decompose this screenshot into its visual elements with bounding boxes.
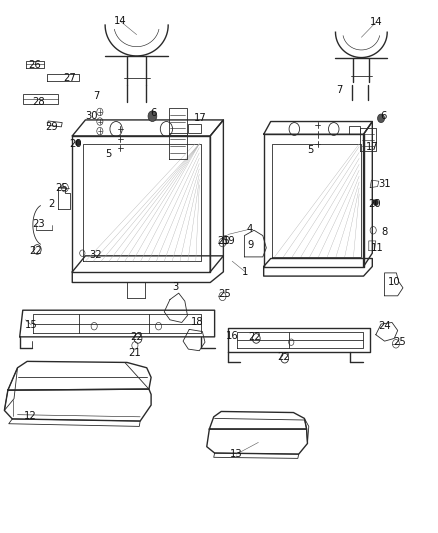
Text: 22: 22 xyxy=(130,332,143,342)
Circle shape xyxy=(148,111,157,122)
Text: 17: 17 xyxy=(366,142,379,152)
Text: 27: 27 xyxy=(63,73,76,83)
Circle shape xyxy=(75,140,81,146)
Text: 5: 5 xyxy=(307,146,313,155)
Text: 31: 31 xyxy=(378,180,391,189)
Text: 6: 6 xyxy=(150,108,156,118)
Bar xyxy=(349,126,360,134)
Text: 25: 25 xyxy=(393,337,406,347)
Text: 1: 1 xyxy=(242,267,248,277)
Text: 22: 22 xyxy=(248,332,261,342)
Text: 22: 22 xyxy=(29,246,42,255)
Circle shape xyxy=(378,114,385,123)
Text: 2: 2 xyxy=(49,199,55,208)
Text: 30: 30 xyxy=(85,111,97,121)
Text: 25: 25 xyxy=(217,236,230,246)
Text: 11: 11 xyxy=(371,244,384,253)
Text: 17: 17 xyxy=(194,114,207,123)
Text: 32: 32 xyxy=(89,250,102,260)
Text: 29: 29 xyxy=(45,122,58,132)
Text: 20: 20 xyxy=(368,199,381,208)
Text: 28: 28 xyxy=(32,98,45,107)
Text: 18: 18 xyxy=(191,317,203,327)
Text: 21: 21 xyxy=(128,348,141,358)
Text: 14: 14 xyxy=(370,18,382,27)
Text: 24: 24 xyxy=(378,321,391,331)
Text: 5: 5 xyxy=(106,149,112,158)
Text: 7: 7 xyxy=(336,85,343,94)
Bar xyxy=(188,124,201,133)
Text: 4: 4 xyxy=(247,224,253,234)
Text: 25: 25 xyxy=(55,183,68,192)
Text: 26: 26 xyxy=(28,60,41,70)
Text: 6: 6 xyxy=(380,111,386,121)
Text: 22: 22 xyxy=(277,352,290,362)
Text: 14: 14 xyxy=(114,17,127,26)
Text: 23: 23 xyxy=(32,219,45,229)
Text: 25: 25 xyxy=(218,289,231,299)
Text: 16: 16 xyxy=(226,331,239,341)
Text: 20: 20 xyxy=(69,139,81,149)
Text: 19: 19 xyxy=(223,236,236,246)
Text: 10: 10 xyxy=(388,278,400,287)
Circle shape xyxy=(373,199,378,206)
Text: 8: 8 xyxy=(381,228,388,237)
Text: 15: 15 xyxy=(25,320,38,330)
Bar xyxy=(23,94,58,104)
Text: 7: 7 xyxy=(93,91,99,101)
Text: 3: 3 xyxy=(172,282,178,292)
Text: 13: 13 xyxy=(230,449,243,459)
Text: 9: 9 xyxy=(247,240,254,250)
Text: 12: 12 xyxy=(24,411,37,421)
